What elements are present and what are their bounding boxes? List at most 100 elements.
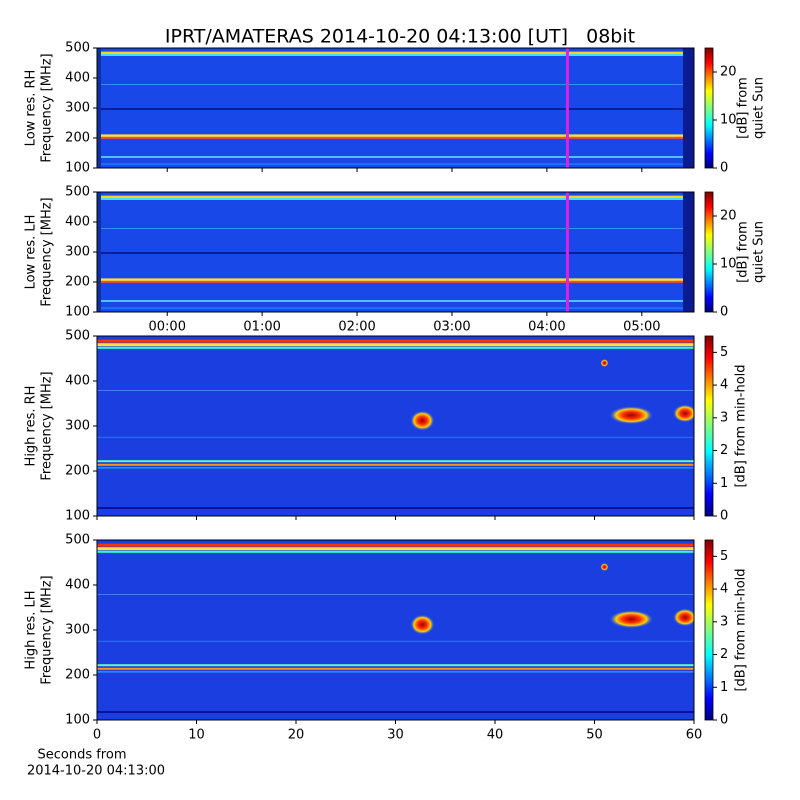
stripe [97,198,694,200]
stripe [97,54,694,56]
colorbar [704,539,714,721]
stripe [97,163,694,166]
colorbar-tick-label: 0 [720,713,728,728]
colorbar-tick-label: 4 [720,582,728,597]
colorbar-tick-label: 0 [720,305,728,320]
colorbar-tick-label: 5 [720,549,728,564]
x-tick-label: 05:00 [623,320,660,335]
x-tick-label: 10 [188,728,205,743]
stripe [97,594,694,595]
y-axis-label: Frequency [MHz] [40,197,55,306]
stripe [97,640,694,642]
spectrogram-bg [97,336,694,516]
y-tick-label: 200 [65,464,90,479]
stripe [97,664,694,667]
y-tick-label: 400 [65,374,90,389]
spectrogram [97,192,694,312]
colorbar-label: [dB] from [736,77,751,139]
x-tick-label: 20 [288,728,305,743]
y-tick-label: 200 [65,668,90,683]
burst [600,359,609,367]
stripe [97,108,694,110]
colorbar-tick-label: 10 [720,257,737,272]
colorbar-tick-label: 1 [720,476,728,491]
colorbar-tick-label: 0 [720,509,728,524]
burst [673,404,694,423]
stripe [97,346,694,349]
stripe [97,671,694,673]
stripe [97,463,694,466]
burst [410,614,435,635]
stripe [97,339,694,343]
x-tick-label: 50 [586,728,603,743]
colorbar [704,191,714,313]
spectrogram-bg [97,540,694,720]
y-tick-label: 200 [65,275,90,290]
y-axis-label: Frequency [MHz] [40,575,55,684]
stripe [97,51,694,55]
y-tick-label: 500 [65,185,90,200]
burst [600,563,609,571]
stripe [97,136,694,139]
colorbar-tick-label: 2 [720,647,728,662]
y-tick-label: 500 [65,41,90,56]
x-tick-label: 30 [387,728,404,743]
colorbar-label: [dB] from min-hold [734,568,749,691]
colorbar-label: [dB] from min-hold [734,364,749,487]
colorbar-label: [dB] from [736,221,751,283]
colorbar-label: quiet Sun [752,77,767,139]
y-axis-label: High res. LH [24,590,39,669]
stripe [97,300,694,302]
y-tick-label: 200 [65,131,90,146]
stripe [97,543,694,547]
edge-band [683,48,694,168]
edge-band [97,48,101,168]
stripe [97,278,694,282]
colorbar-tick-label: 4 [720,378,728,393]
burst [609,406,654,425]
y-axis-label: High res. RH [24,386,39,467]
stripe [97,667,694,670]
burst [673,608,694,627]
colorbar-tick-label: 1 [720,680,728,695]
colorbar-label: quiet Sun [752,221,767,283]
x-tick-label: 03:00 [433,320,470,335]
x-tick-label: 0 [93,728,101,743]
stripe [97,280,694,283]
stripe [97,547,694,551]
colorbar-tick-label: 3 [720,614,728,629]
edge-band [683,192,694,312]
x-axis-label: Seconds from [37,748,126,763]
y-axis-label: Frequency [MHz] [40,53,55,162]
y-tick-label: 500 [65,329,90,344]
stripe [97,460,694,463]
colorbar-tick-label: 10 [720,113,737,128]
spectrogram [97,48,694,168]
colorbar-tick-label: 20 [720,65,737,80]
stripe [97,711,694,713]
burst [609,610,654,629]
x-axis-label: 2014-10-20 04:13:00 [27,764,165,779]
y-tick-label: 400 [65,578,90,593]
stripe [97,343,694,347]
y-tick-label: 300 [65,419,90,434]
stripe [97,156,694,158]
spectrogram [97,336,694,516]
y-tick-label: 300 [65,101,90,116]
y-axis-label: Frequency [MHz] [40,371,55,480]
x-tick-label: 04:00 [528,320,565,335]
colorbar-tick-label: 2 [720,443,728,458]
stripe [97,507,694,509]
y-tick-label: 300 [65,623,90,638]
x-tick-label: 02:00 [338,320,375,335]
stripe [97,84,694,85]
y-tick-label: 300 [65,245,90,260]
y-tick-label: 400 [65,215,90,230]
stripe [97,390,694,391]
colorbar [704,335,714,517]
colorbar-tick-label: 3 [720,410,728,425]
y-axis-label: Low res. RH [24,70,39,147]
edge-band [97,192,101,312]
stripe [97,550,694,553]
